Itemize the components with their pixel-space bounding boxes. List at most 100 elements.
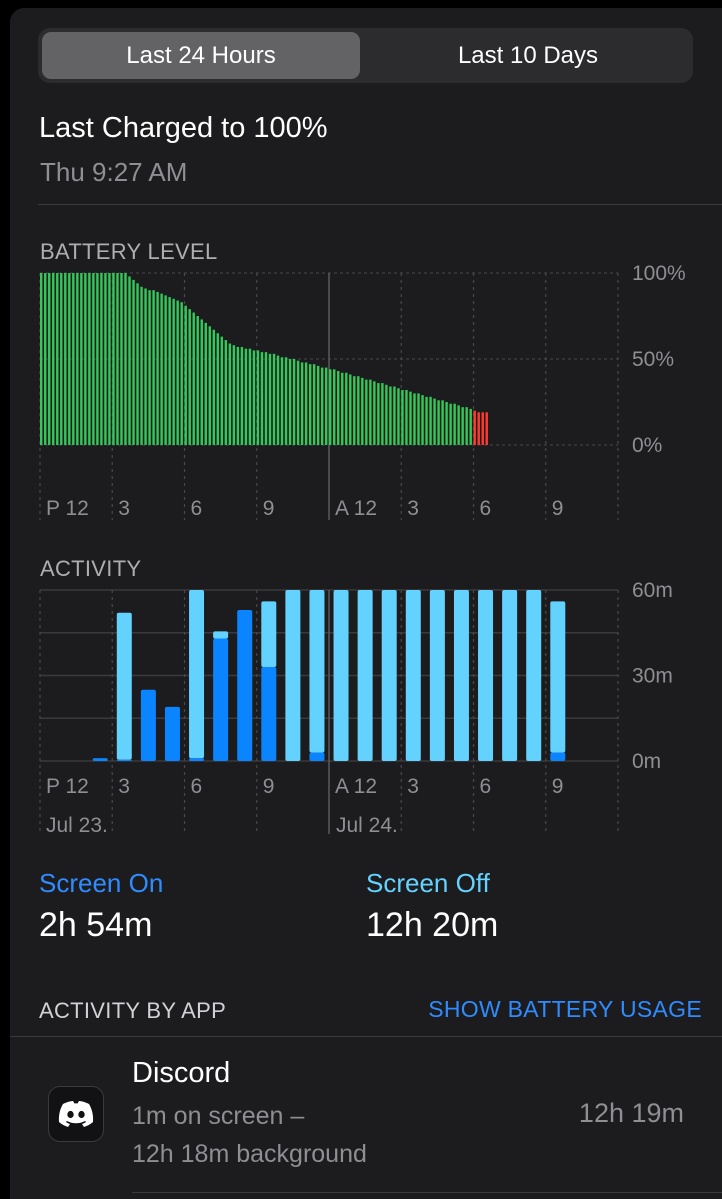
battery-bar [228,343,232,445]
battery-level-chart: 100% 50% 0% P 12 3 6 9 A 12 3 6 9 [39,262,686,520]
battery-bar [381,383,384,445]
screen-off-value: 12h 20m [366,906,499,944]
screen-on-value: 2h 54m [39,906,153,944]
battery-bar [240,346,244,445]
battery-bar [389,386,392,445]
tab-last-24-hours[interactable]: Last 24 Hours [42,32,360,79]
battery-y-tick: 0% [632,434,662,457]
battery-bar [48,273,51,445]
screen-off-bar [550,601,566,753]
battery-bar [357,376,360,445]
battery-bar [409,391,412,445]
battery-bar [349,374,352,445]
battery-bar [180,302,183,445]
battery-bar [100,273,103,445]
battery-bar [373,381,376,445]
battery-bar [184,305,187,445]
battery-bar [449,403,452,445]
battery-bar [188,309,191,445]
battery-bar [429,396,432,445]
battery-bar [312,364,316,445]
battery-bar [276,355,280,445]
battery-bar [68,273,71,445]
battery-bar [369,379,372,445]
activity-x-tick: 9 [263,775,275,798]
tab-last-10-days[interactable]: Last 10 Days [457,42,599,69]
battery-bar [204,322,207,445]
battery-bar [417,393,420,445]
battery-bar [244,348,248,445]
battery-y-tick: 100% [632,262,686,285]
date-label: Jul 24. [336,814,398,837]
screen-on-bar [213,638,229,761]
battery-bar [453,403,456,445]
battery-bar [108,273,111,445]
screen-off-bar [213,631,229,639]
battery-bar [268,353,272,445]
screen-on-bar [140,689,156,761]
battery-bar [148,290,151,445]
battery-y-tick: 50% [632,348,674,371]
battery-bar [481,412,484,445]
battery-bar [96,273,99,445]
activity-x-tick: 3 [118,775,130,798]
battery-bar [292,359,296,445]
screen-off-bar [357,590,373,761]
battery-bar [329,369,332,445]
discord-icon [48,1086,104,1142]
battery-bar [172,298,175,445]
battery-bar [84,273,87,445]
battery-bar [88,273,91,445]
battery-bar [393,386,396,445]
activity-x-tick: A 12 [335,775,377,798]
screen-off-bar [189,590,205,759]
show-battery-usage-button[interactable]: SHOW BATTERY USAGE [428,996,702,1022]
screen-on-bar [189,758,205,761]
battery-bar [333,369,336,445]
screen-on-bar [261,666,277,761]
activity-x-tick: 9 [552,775,564,798]
battery-x-tick: P 12 [46,497,89,520]
battery-bar [224,340,228,445]
activity-x-tick: 6 [480,775,492,798]
battery-bar [192,312,195,445]
activity-by-app-label: ACTIVITY BY APP [39,998,227,1023]
app-usage-detail: 1m on screen – [132,1102,305,1130]
battery-bar [208,326,211,445]
battery-bar [433,398,436,445]
divider [38,204,722,205]
battery-bar [136,283,139,445]
battery-bar [252,350,256,445]
battery-bar [345,372,348,445]
battery-bar [76,273,79,445]
last-charged-time: Thu 9:27 AM [40,157,188,187]
battery-bar [353,376,356,445]
battery-bar [280,357,284,445]
battery-bar [92,273,95,445]
battery-bar [304,362,308,445]
battery-bar [413,393,416,445]
battery-bar [284,357,288,445]
battery-bar [132,279,135,445]
screen-off-bar [261,601,277,667]
battery-bar [64,273,67,445]
battery-bar [469,408,472,445]
screen-on-bar [550,752,566,761]
battery-bar [365,379,368,445]
activity-x-tick: 6 [191,775,203,798]
screen-on-bar [164,706,180,761]
battery-bar [144,288,147,445]
battery-bar [260,352,264,445]
battery-bar [296,360,300,445]
battery-bar [176,300,179,445]
battery-bar [200,319,203,445]
battery-bar [405,389,408,445]
battery-bar [397,388,400,445]
battery-level-label: BATTERY LEVEL [40,239,218,264]
battery-bar [60,273,63,445]
battery-bar [316,365,320,445]
battery-bar [216,333,220,445]
battery-bar [160,293,163,445]
screen-off-bar [116,612,132,760]
battery-bar [128,276,131,445]
